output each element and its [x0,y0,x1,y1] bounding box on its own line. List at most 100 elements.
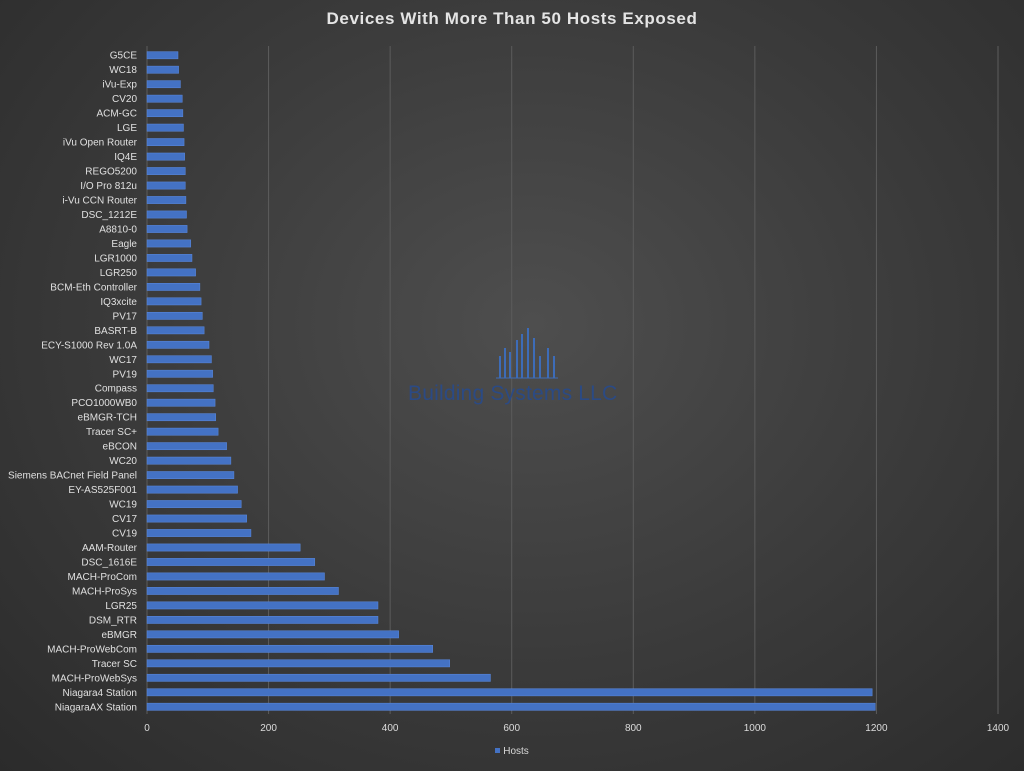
bar [146,688,873,697]
category-label: eBMGR [101,630,137,641]
bar [146,196,187,204]
category-label: A8810-0 [99,224,137,235]
bar [146,558,316,566]
category-label: iVu Open Router [63,138,138,149]
bar [146,167,186,175]
bar [146,152,185,161]
bar [146,369,213,378]
bar [146,471,235,479]
chart-title: Devices With More Than 50 Hosts Exposed [326,9,698,28]
category-label: eBCON [103,442,137,453]
x-tick-label: 1200 [865,723,888,734]
category-label: MACH-ProCom [68,572,137,583]
bar [146,80,181,89]
x-tick-label: 600 [503,723,520,734]
category-label: LGE [117,123,137,134]
category-label: CV20 [112,94,137,105]
x-tick-label: 0 [144,723,150,734]
bar [146,326,205,335]
category-label: BCM-Eth Controller [50,282,137,293]
category-label: G5CE [110,51,138,62]
legend-label: Hosts [503,746,529,757]
category-label: MACH-ProSys [72,586,137,597]
legend: Hosts [0,746,1024,757]
category-label: WC18 [109,65,137,76]
bar [146,398,216,407]
category-label: LGR250 [100,268,138,279]
category-label: ECY-S1000 Rev 1.0A [41,340,137,351]
bar [146,572,325,581]
bar [146,65,179,74]
bar [146,413,216,422]
bar [146,340,210,349]
category-label: MACH-ProWebSys [52,673,137,684]
category-label: DSC_1212E [81,210,137,221]
bar [146,225,188,233]
category-label: PCO1000WB0 [71,398,137,409]
watermark-logo: Building Systems LLC [408,326,658,410]
bar [146,587,339,595]
category-label: REGO5200 [85,167,137,178]
bar [146,51,179,60]
category-label: iVu-Exp [102,80,137,91]
bar [146,485,238,494]
category-label: i-Vu CCN Router [62,196,137,207]
bar [146,529,252,537]
category-label: BASRT-B [94,326,137,337]
bar [146,311,203,320]
category-label: WC17 [109,355,137,366]
bar [146,630,399,639]
x-tick-label: 1400 [987,723,1010,734]
bar [146,427,219,436]
category-label: AAM-Router [82,543,138,554]
bar [146,659,450,668]
bar [146,210,187,219]
category-label: PV17 [113,311,138,322]
bar [146,283,201,291]
category-label: Tracer SC [92,659,137,670]
x-tick-label: 400 [382,723,399,734]
bar [146,456,232,465]
category-label: WC20 [109,456,137,467]
bar [146,355,212,364]
category-label: ACM-GC [96,109,137,120]
category-label: I/O Pro 812u [80,181,137,192]
category-label: LGR25 [105,601,137,612]
bar [146,384,214,393]
category-label: eBMGR-TCH [78,413,137,424]
bar [146,297,202,306]
watermark-text: Building Systems LLC [408,382,618,405]
bar [146,543,301,552]
bar [146,616,379,624]
bar [146,644,433,653]
bar [146,94,183,103]
category-label: EY-AS525F001 [68,485,137,496]
category-label: PV19 [113,369,138,380]
x-tick-label: 200 [260,723,277,734]
bar [146,702,876,711]
category-label: LGR1000 [94,253,137,264]
bar [146,239,192,248]
legend-swatch [495,747,501,753]
category-label: IQ4E [114,152,137,163]
category-label: CV17 [112,514,137,525]
bar [146,673,491,682]
skyline-icon [496,328,558,379]
bar [146,514,247,523]
category-label: Siemens BACnet Field Panel [8,471,137,482]
bar [146,268,196,277]
bar [146,181,186,190]
category-label: DSC_1616E [81,557,137,568]
category-label: Tracer SC+ [86,427,137,438]
bar [146,123,184,132]
bar [146,254,193,262]
category-label: Eagle [111,239,137,250]
bar [146,601,379,610]
category-label: Compass [95,384,137,395]
bar [146,500,242,508]
bar [146,109,184,118]
category-label: CV19 [112,529,137,540]
category-label: IQ3xcite [100,297,137,308]
